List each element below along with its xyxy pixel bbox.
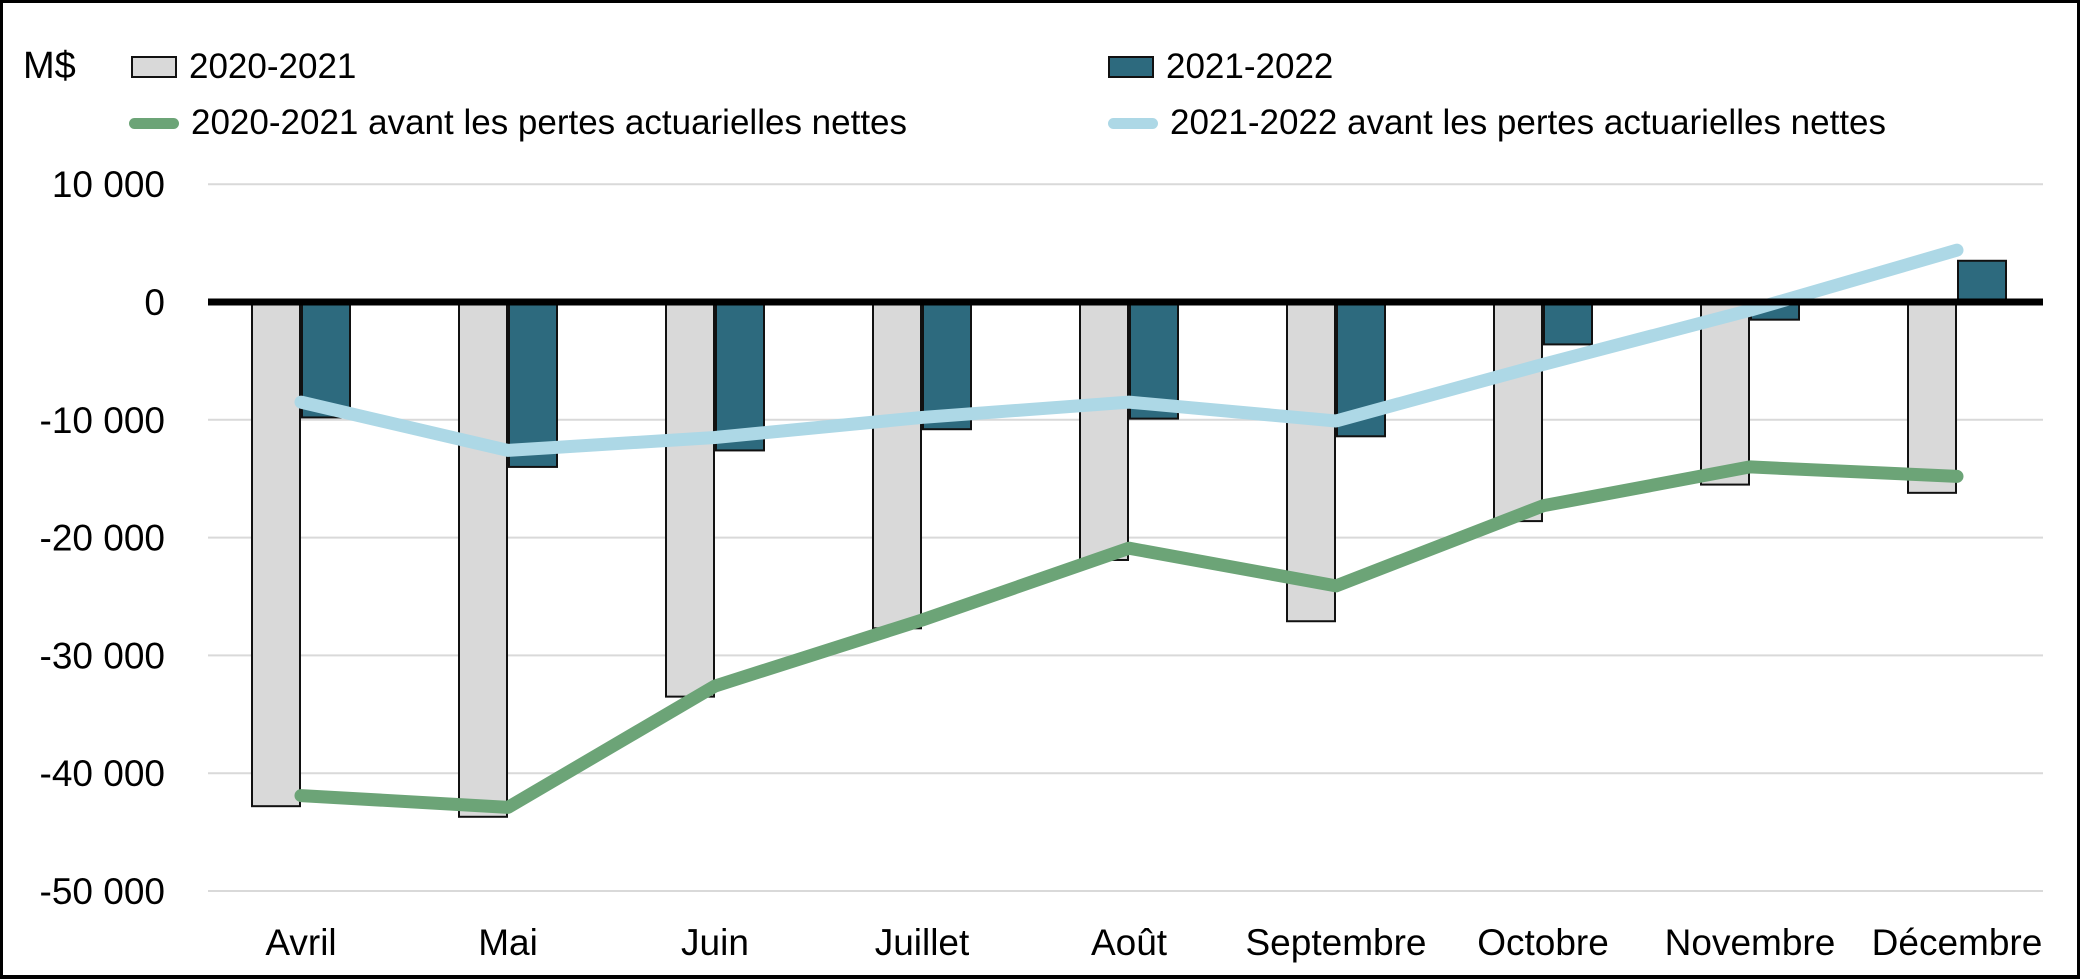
bar-2021-2022-Octobre <box>1543 301 1593 346</box>
y-tick-label: -10 000 <box>40 400 166 441</box>
bar-2020-2021-Août <box>1079 301 1129 561</box>
legend-swatch-green-line <box>129 117 179 129</box>
x-category-label: Avril <box>265 922 336 963</box>
bar-2020-2021-Juin <box>665 301 715 698</box>
y-tick-label: -20 000 <box>40 518 166 559</box>
y-tick-label: 0 <box>144 282 165 323</box>
bar-2020-2021-Octobre <box>1493 301 1543 523</box>
bar-2020-2021-Novembre <box>1700 301 1750 486</box>
y-tick-label: 10 000 <box>52 164 165 205</box>
legend-label: 2021-2022 <box>1166 47 1334 86</box>
legend-item-2021-2022: 2021-2022 <box>1108 47 1333 87</box>
zero-axis-line <box>208 298 2043 306</box>
y-tick-label: -50 000 <box>40 871 166 912</box>
bar-2020-2021-Mai <box>458 301 508 818</box>
y-tick-label: -40 000 <box>40 753 166 794</box>
legend-swatch-gray-bar <box>131 56 177 78</box>
bar-2020-2021-Septembre <box>1286 301 1336 623</box>
x-category-label: Décembre <box>1872 922 2043 963</box>
legend-label: 2021-2022 avant les pertes actuarielles … <box>1170 103 1887 142</box>
plot-area: 10 000 0 -10 000 -20 000 -30 000 -40 000 -50 0… <box>40 164 2043 963</box>
x-category-label: Septembre <box>1246 922 1427 963</box>
bar-2021-2022-Décembre <box>1957 259 2007 303</box>
x-category-label: Juillet <box>875 922 970 963</box>
legend-item-2020-2021: 2020-2021 <box>131 47 356 87</box>
x-category-label: Novembre <box>1665 922 1836 963</box>
y-axis-unit-label: M$ <box>23 45 76 87</box>
legend-swatch-teal-bar <box>1108 56 1154 78</box>
legend-label: 2020-2021 avant les pertes actuarielles … <box>191 103 908 142</box>
x-category-label: Octobre <box>1477 922 1609 963</box>
legend-label: 2020-2021 <box>189 47 357 86</box>
x-category-label: Mai <box>478 922 538 963</box>
x-category-label: Août <box>1091 922 1168 963</box>
bar-2020-2021-Juillet <box>872 301 922 630</box>
bar-2021-2022-Mai <box>508 301 558 468</box>
line-2020-2021 avant les pertes actuarielles nettes <box>294 460 1964 814</box>
bar-2020-2021-Avril <box>251 301 301 808</box>
bar-2020-2021-Décembre <box>1907 301 1957 494</box>
legend-item-2020-2021-avant-pertes: 2020-2021 avant les pertes actuarielles … <box>129 103 907 143</box>
line-2021-2022 avant les pertes actuarielles nettes <box>294 243 1964 457</box>
legend-swatch-lightblue-line <box>1108 117 1158 129</box>
x-category-label: Juin <box>681 922 749 963</box>
legend-item-2021-2022-avant-pertes: 2021-2022 avant les pertes actuarielles … <box>1108 103 1886 143</box>
y-tick-label: -30 000 <box>40 635 166 676</box>
